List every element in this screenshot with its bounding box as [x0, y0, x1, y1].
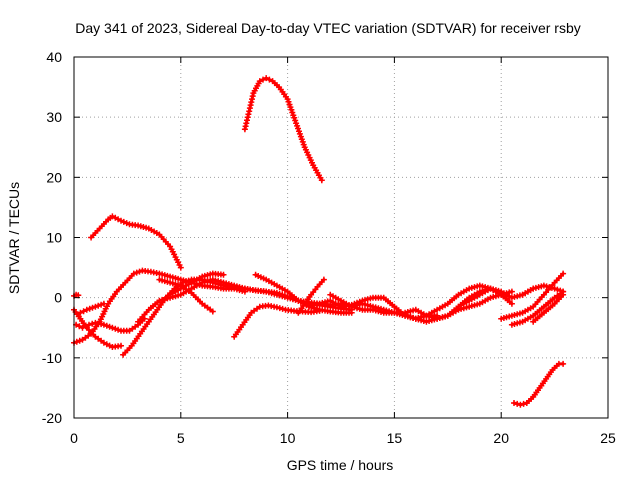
series-markers [241, 75, 325, 184]
series-markers [519, 282, 567, 298]
series-markers [508, 288, 567, 328]
series-line [512, 362, 565, 407]
series-markers [88, 213, 184, 271]
x-tick-label: 10 [280, 430, 296, 446]
series-arc-1 [88, 213, 184, 271]
series-arc-7 [77, 300, 107, 316]
series-markers [295, 276, 327, 316]
series-markers [77, 300, 107, 316]
series-markers [530, 291, 567, 325]
gridlines [74, 57, 608, 418]
series-arc-23 [519, 282, 567, 298]
x-tick-label: 15 [387, 430, 403, 446]
y-tick-label: 10 [46, 230, 62, 246]
series-arc-22 [530, 291, 567, 325]
ticks: 0 5 10 15 20 25 -20 -10 0 10 20 30 40 [42, 49, 616, 446]
x-axis-label: GPS time / hours [287, 457, 394, 473]
series-layer [71, 75, 567, 408]
y-axis-label: SDTVAR / TECUs [6, 182, 22, 294]
y-tick-label: 0 [54, 290, 62, 306]
series-arc-21 [508, 288, 567, 328]
series-markers [73, 315, 148, 334]
y-tick-label: -10 [42, 350, 62, 366]
y-tick-label: 40 [46, 49, 62, 65]
y-tick-label: 30 [46, 109, 62, 125]
x-tick-label: 5 [177, 430, 185, 446]
x-tick-label: 20 [493, 430, 509, 446]
x-tick-label: 25 [600, 430, 616, 446]
series-arc-2 [241, 75, 325, 184]
series-arc-6 [73, 315, 148, 334]
y-tick-label: -20 [42, 410, 62, 426]
series-markers [511, 360, 567, 408]
series-arc-12 [156, 276, 216, 315]
chart-title: Day 341 of 2023, Sidereal Day-to-day VTE… [75, 20, 581, 36]
series-arc-3 [511, 360, 567, 408]
series-arc-13 [231, 302, 323, 340]
series-markers [156, 276, 216, 315]
x-tick-label: 0 [70, 430, 78, 446]
series-arc-15 [295, 276, 327, 316]
y-tick-label: 20 [46, 169, 62, 185]
